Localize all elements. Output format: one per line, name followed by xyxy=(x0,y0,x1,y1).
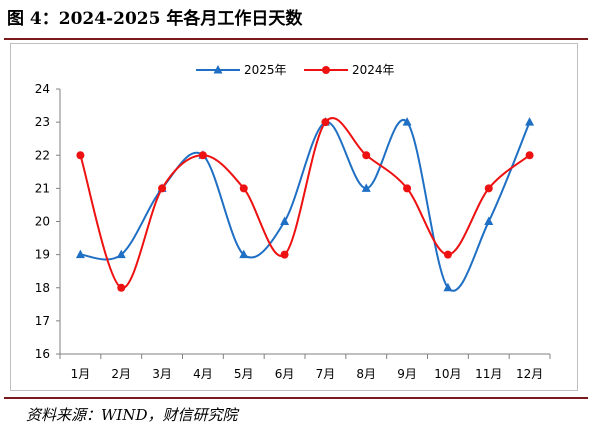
y-tick-label: 19 xyxy=(35,248,50,262)
data-point-2024 xyxy=(321,118,330,127)
data-point-2024 xyxy=(158,184,167,193)
data-point-2024 xyxy=(117,283,126,292)
data-point-2025 xyxy=(443,282,453,292)
x-tick-label: 1月 xyxy=(71,367,91,381)
y-tick-label: 20 xyxy=(35,215,50,229)
legend-label: 2024年 xyxy=(352,63,395,77)
x-tick-label: 6月 xyxy=(275,367,295,381)
y-tick-label: 16 xyxy=(35,347,50,361)
x-tick-label: 12月 xyxy=(516,367,543,381)
y-tick-label: 23 xyxy=(35,115,50,129)
data-point-2025 xyxy=(116,249,126,259)
chart-markers xyxy=(75,117,535,292)
series-line-2024 xyxy=(79,117,531,289)
data-point-2025 xyxy=(484,216,494,225)
data-point-2024 xyxy=(280,250,289,259)
data-point-2024 xyxy=(198,151,207,160)
series-line-2025 xyxy=(80,118,531,292)
x-tick-label: 8月 xyxy=(356,367,376,381)
legend-label: 2025年 xyxy=(244,63,287,77)
figure-title: 图 4：2024-2025 年各月工作日天数 xyxy=(7,9,303,29)
legend-marker xyxy=(213,65,223,74)
data-point-2024 xyxy=(362,151,371,160)
x-tick-label: 7月 xyxy=(316,367,336,381)
data-point-2024 xyxy=(239,184,248,193)
x-tick-label: 11月 xyxy=(475,367,502,381)
data-point-2025 xyxy=(361,183,371,192)
data-point-2024 xyxy=(403,184,412,193)
data-point-2024 xyxy=(443,250,452,259)
source-note: 资料来源：WIND，财信研究院 xyxy=(26,406,238,424)
y-tick-label: 22 xyxy=(35,148,50,162)
data-point-2025 xyxy=(239,249,249,259)
data-point-2025 xyxy=(280,216,290,225)
data-point-2024 xyxy=(525,151,534,160)
x-tick-label: 4月 xyxy=(193,367,213,381)
chart-frame xyxy=(10,43,578,391)
chart-axes: 16 17 18 19 20 21 22 23 24 1月 2月 3月 4月 5月 6月 7月 8月 9月 10月 1… xyxy=(35,82,551,381)
y-tick-label: 17 xyxy=(35,314,50,328)
x-tick-label: 2月 xyxy=(111,367,131,381)
data-point-2025 xyxy=(75,249,85,259)
chart-legend: 2025年 2024年 xyxy=(196,63,395,77)
legend-marker xyxy=(322,66,330,74)
y-tick-label: 18 xyxy=(35,281,50,295)
data-point-2025 xyxy=(402,117,412,126)
data-point-2025 xyxy=(525,117,535,126)
x-tick-label: 3月 xyxy=(152,367,172,381)
y-tick-label: 24 xyxy=(35,82,50,96)
data-point-2024 xyxy=(484,184,493,193)
x-tick-label: 5月 xyxy=(234,367,254,381)
x-tick-label: 10月 xyxy=(434,367,461,381)
top-rule xyxy=(4,38,588,40)
data-point-2024 xyxy=(76,151,85,160)
bottom-rule xyxy=(4,397,588,399)
chart-lines xyxy=(79,117,531,292)
x-tick-label: 9月 xyxy=(397,367,417,381)
y-tick-label: 21 xyxy=(35,181,50,195)
